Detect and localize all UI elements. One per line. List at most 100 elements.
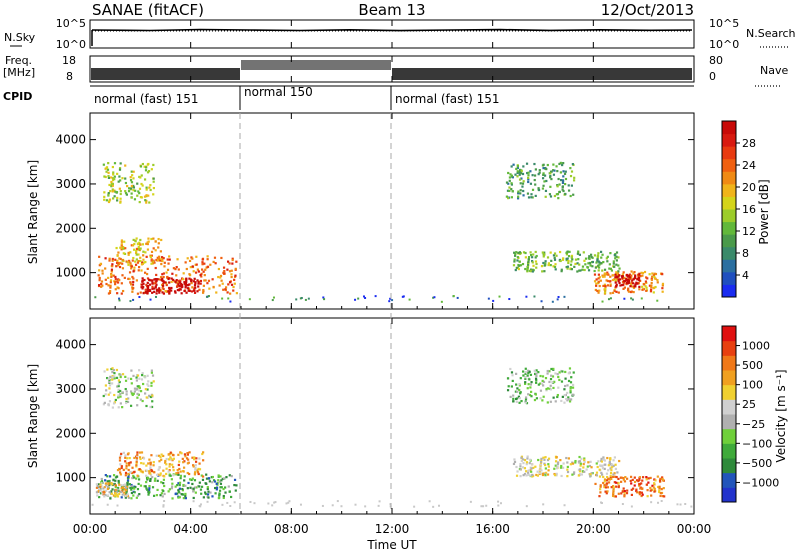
ground-scatter-cell: [271, 504, 274, 507]
echo-cell: [115, 246, 118, 250]
echo-cell: [516, 387, 519, 390]
echo-cell: [534, 256, 537, 259]
echo-cell: [100, 285, 103, 288]
echo-cell: [111, 190, 114, 193]
echo-cell: [534, 377, 538, 380]
echo-cell: [130, 382, 133, 385]
echo-cell: [178, 496, 181, 499]
echo-cell: [522, 251, 526, 254]
echo-cell: [110, 273, 113, 277]
echo-cell: [610, 486, 613, 489]
echo-cell: [120, 243, 123, 246]
echo-cell: [541, 379, 544, 383]
echo-cell: [141, 243, 145, 246]
echo-cell: [632, 487, 635, 490]
echo-cell: [184, 497, 187, 500]
echo-cell: [623, 493, 626, 496]
cpid-row: CPID normal (fast) 151 normal 150 normal…: [3, 85, 694, 110]
echo-cell: [111, 406, 114, 409]
echo-cell: [198, 457, 201, 460]
echo-cell: [125, 490, 128, 493]
echo-cell: [114, 190, 117, 193]
echo-cell: [130, 196, 133, 199]
echo-cell: [202, 288, 205, 292]
echo-cell: [555, 472, 558, 475]
echo-cell: [95, 491, 99, 494]
echo-cell: [198, 481, 201, 484]
echo-cell: [136, 374, 140, 377]
echo-cell: [627, 274, 631, 277]
echo-cell: [217, 497, 220, 500]
echo-cell: [582, 463, 585, 466]
echo-cell: [653, 487, 656, 490]
echo-cell: [532, 269, 535, 272]
echo-cell: [143, 195, 147, 198]
echo-cell: [158, 460, 161, 463]
echo-cell: [180, 452, 183, 455]
echo-cell: [608, 462, 611, 465]
echo-cell: [534, 250, 537, 254]
echo-cell: [130, 192, 133, 195]
echo-cell: [132, 286, 135, 290]
echo-cell: [218, 480, 221, 483]
echo-cell: [177, 453, 180, 456]
echo-cell: [515, 372, 518, 375]
echo-cell: [185, 280, 188, 283]
echo-cell: [191, 456, 194, 459]
echo-cell: [212, 260, 215, 264]
echo-cell: [622, 476, 625, 480]
echo-cell: [193, 479, 197, 482]
echo-cell: [603, 275, 606, 278]
echo-cell: [605, 472, 609, 475]
echo-cell: [117, 486, 120, 490]
echo-cell: [186, 462, 189, 465]
echo-cell: [553, 258, 557, 261]
echo-cell: [569, 263, 573, 266]
echo-cell: [634, 275, 637, 279]
echo-cell: [154, 477, 157, 480]
echo-cell: [150, 381, 153, 385]
echo-cell: [152, 186, 155, 190]
echo-cell: [144, 288, 147, 291]
echo-cell: [123, 252, 127, 255]
echo-cell: [541, 472, 545, 475]
echo-cell: [631, 478, 634, 482]
echo-cell: [530, 463, 534, 466]
echo-cell: [130, 187, 133, 190]
power-ylabel: Slant Range [km]: [26, 160, 40, 264]
echo-cell: [611, 475, 615, 479]
echo-cell: [657, 485, 660, 489]
echo-cell: [558, 190, 561, 193]
echo-cell: [566, 470, 570, 474]
echo-cell: [151, 285, 154, 288]
echo-cell: [611, 278, 614, 282]
echo-cell: [530, 381, 533, 384]
echo-cell: [146, 277, 150, 280]
echo-cell: [103, 191, 106, 194]
echo-cell: [107, 193, 110, 196]
echo-cell: [577, 461, 581, 464]
echo-cell: [214, 486, 217, 490]
ground-scatter-cell: [248, 298, 251, 301]
ground-scatter-cell: [391, 299, 394, 302]
echo-cell: [201, 452, 204, 456]
echo-cell: [612, 274, 615, 277]
ground-scatter-cell: [94, 296, 97, 299]
echo-cell: [547, 463, 550, 466]
echo-cell: [612, 491, 615, 495]
echo-cell: [185, 457, 189, 460]
echo-cell: [607, 481, 611, 484]
echo-cell: [505, 181, 509, 184]
echo-cell: [518, 264, 521, 267]
echo-cell: [98, 269, 101, 272]
echo-cell: [108, 257, 111, 260]
echo-cell: [635, 479, 639, 482]
echo-cell: [627, 287, 630, 290]
echo-cell: [150, 369, 153, 372]
echo-cell: [518, 251, 522, 254]
echo-cell: [530, 390, 533, 393]
echo-cell: [165, 467, 168, 470]
echo-cell: [116, 261, 119, 265]
ground-scatter-cell: [149, 298, 152, 301]
